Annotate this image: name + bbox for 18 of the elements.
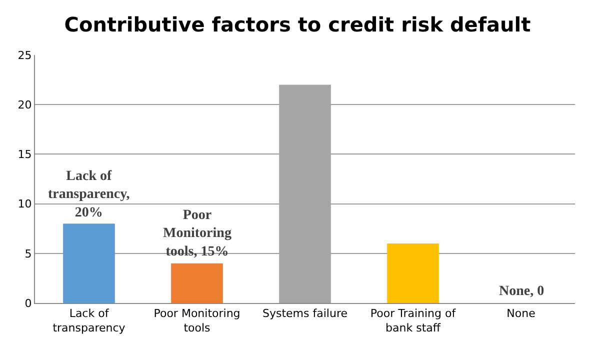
annotation: Lack of transparency, 20% [48, 169, 130, 220]
bar [63, 224, 115, 303]
x-tick-label: Poor Monitoring tools [154, 307, 240, 334]
annotation: Poor Monitoring tools, 15% [163, 208, 232, 260]
y-tick-label: 0 [24, 296, 32, 310]
y-tick-label: 10 [18, 198, 32, 211]
y-tick-label: 20 [18, 98, 32, 112]
x-tick-label: Poor Training of bank staff [370, 307, 457, 334]
y-tick-label: 25 [18, 48, 32, 62]
chart-title: Contributive factors to credit risk default [64, 12, 532, 36]
x-tick-label: Lack of transparency [52, 307, 126, 334]
x-tick-label: Systems failure [262, 307, 348, 320]
y-tick-label: 15 [18, 148, 32, 162]
bar [171, 263, 223, 303]
bar [387, 243, 439, 303]
y-tick-label: 5 [24, 247, 32, 260]
annotation: None, 0 [499, 284, 544, 299]
x-tick-label: None [506, 307, 536, 320]
